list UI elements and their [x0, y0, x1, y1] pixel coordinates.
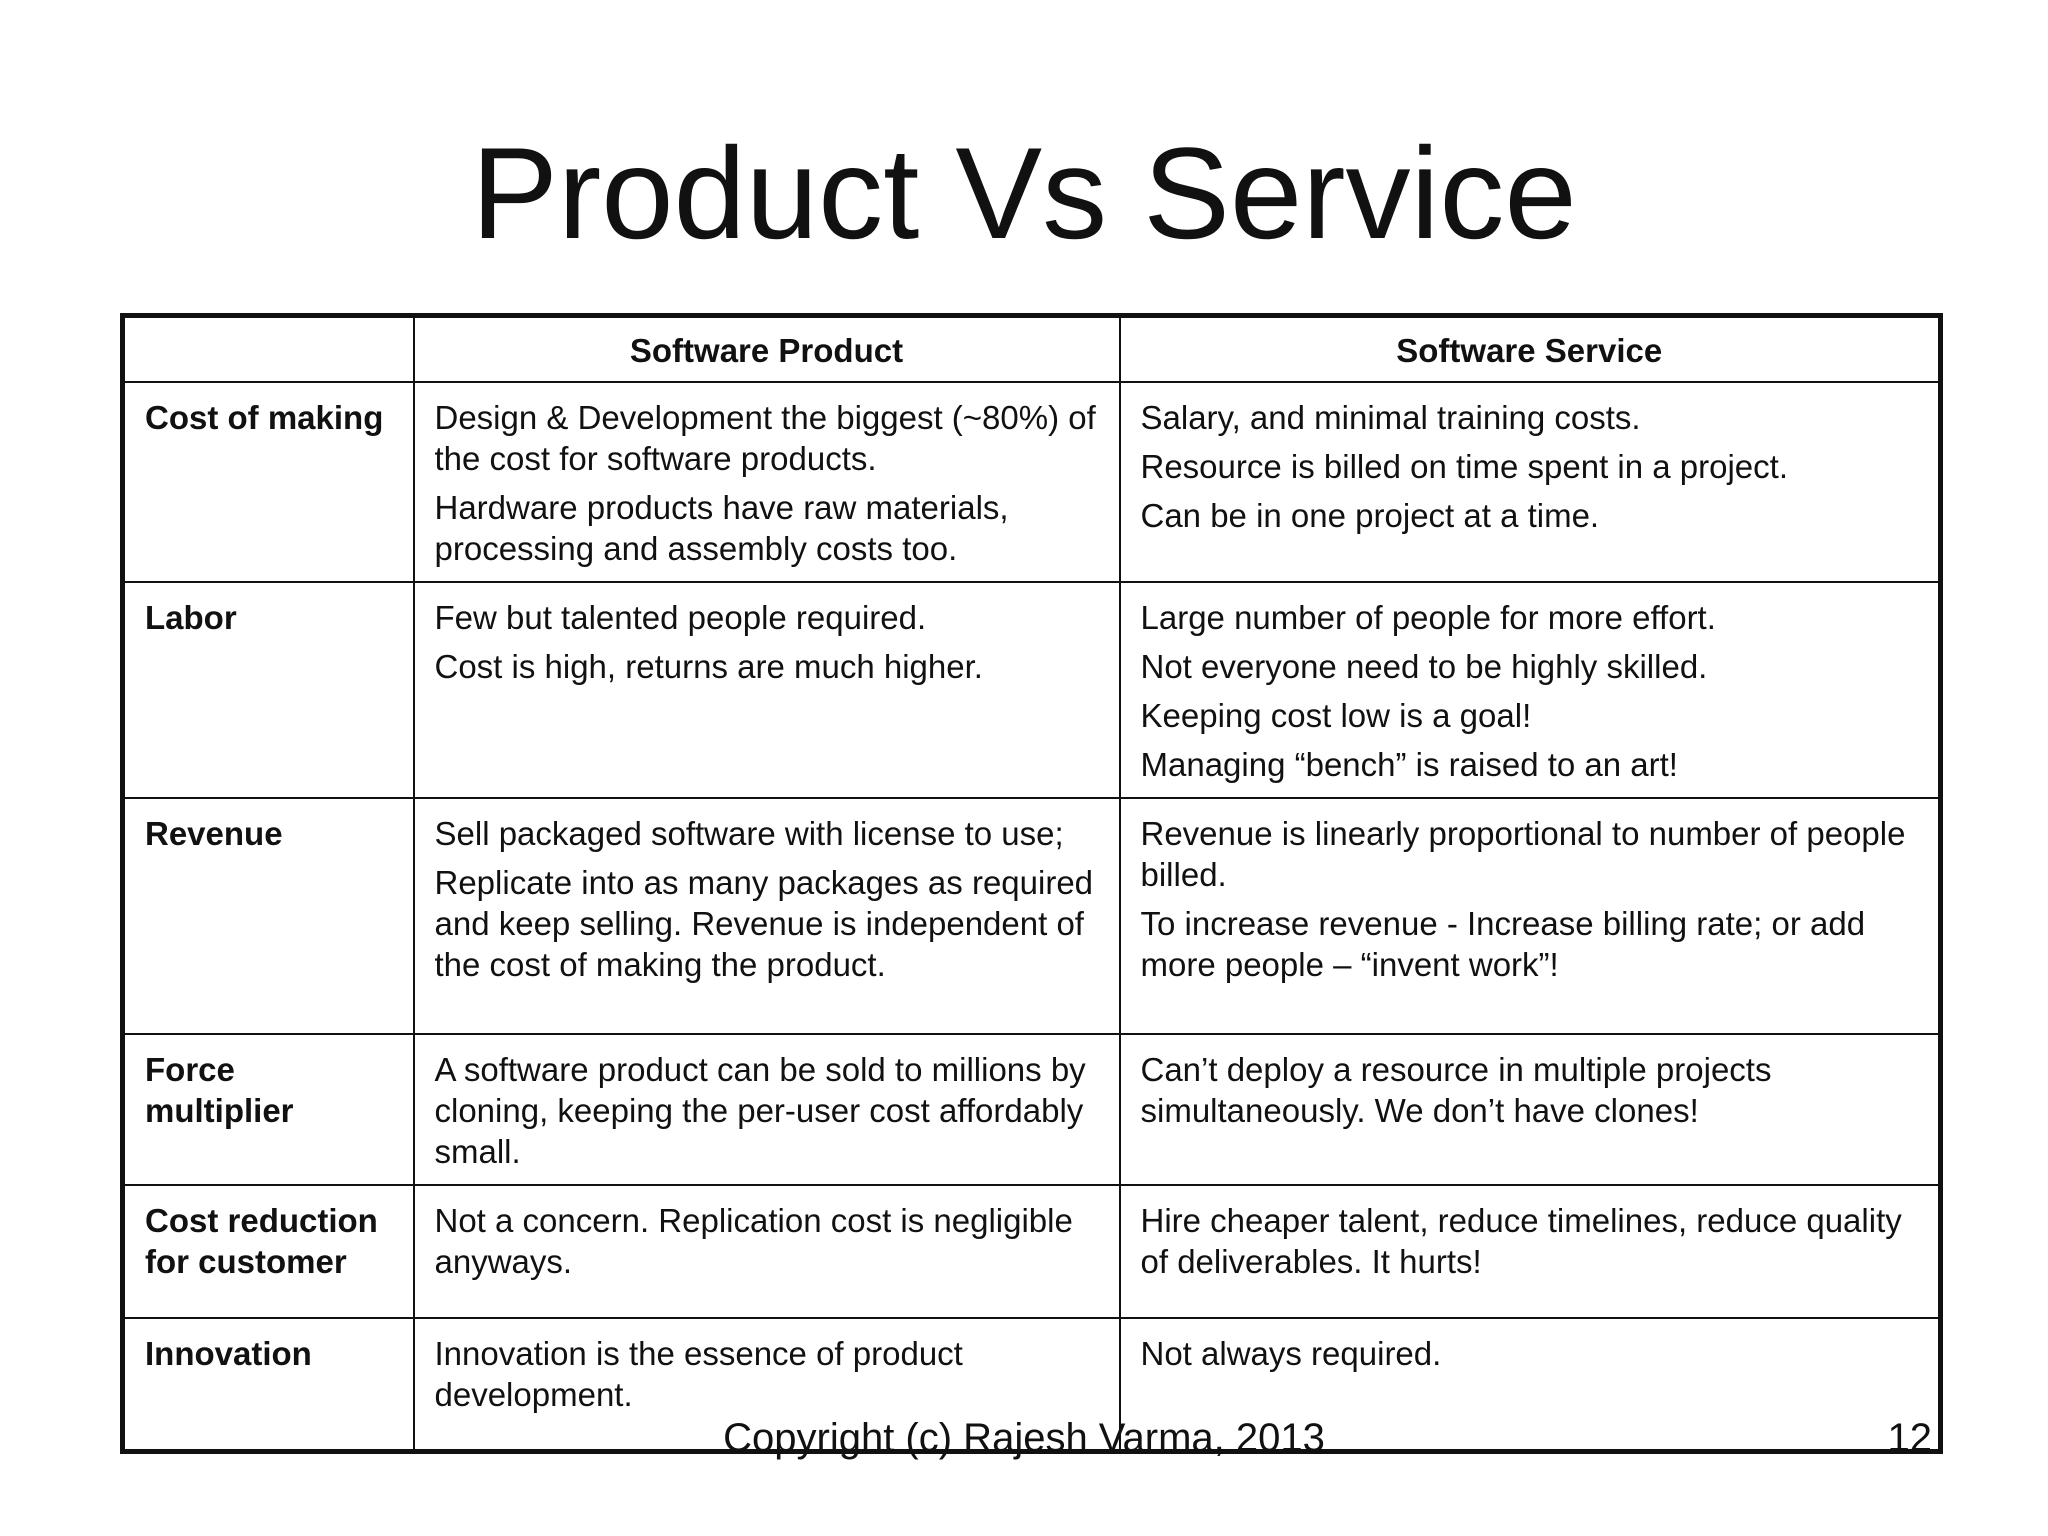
service-cell: Can’t deploy a resource in multiple proj…: [1118, 1033, 1942, 1186]
cell-text: Innovation is the essence of product dev…: [434, 1335, 963, 1413]
table-row: Revenue Sell packaged software with lice…: [121, 797, 1942, 1035]
product-cell: A software product can be sold to millio…: [412, 1033, 1121, 1186]
cell-text: Sell packaged software with license to u…: [434, 815, 1064, 852]
cell-text: Not everyone need to be highly skilled.: [1140, 648, 1708, 685]
product-cell: Innovation is the essence of product dev…: [412, 1317, 1121, 1452]
header-software-service: Software Service: [1118, 314, 1942, 383]
table-row: Cost reduction for customer Not a concer…: [121, 1184, 1942, 1319]
row-label: Innovation: [121, 1317, 415, 1452]
cell-text: Salary, and minimal training costs.: [1140, 399, 1641, 436]
comparison-table: Software Product Software Service Cost o…: [120, 313, 1943, 1454]
table-row: Innovation Innovation is the essence of …: [121, 1317, 1942, 1452]
cell-text: Hardware products have raw materials, pr…: [434, 489, 1009, 567]
row-label: Cost of making: [121, 381, 415, 583]
product-cell: Design & Development the biggest (~80%) …: [412, 381, 1121, 583]
cell-text: Can be in one project at a time.: [1140, 497, 1600, 534]
row-label: Revenue: [121, 797, 415, 1035]
page-number: 12: [1887, 1416, 1933, 1460]
copyright-footer: Copyright (c) Rajesh Varma, 2013: [723, 1416, 1325, 1460]
cell-text: Keeping cost low is a goal!: [1140, 697, 1532, 734]
cell-text: Resource is billed on time spent in a pr…: [1140, 448, 1789, 485]
cell-text: Not always required.: [1140, 1335, 1442, 1372]
cell-text: Large number of people for more effort.: [1140, 599, 1716, 636]
header-software-product: Software Product: [412, 314, 1121, 383]
row-label: Cost reduction for customer: [121, 1184, 415, 1319]
cell-text: A software product can be sold to millio…: [434, 1051, 1086, 1170]
service-cell: Revenue is linearly proportional to numb…: [1118, 797, 1942, 1035]
product-cell: Not a concern. Replication cost is negli…: [412, 1184, 1121, 1319]
cell-text: Replicate into as many packages as requi…: [434, 864, 1094, 983]
table-row: Cost of making Design & Development the …: [121, 381, 1942, 583]
cell-text: Cost is high, returns are much higher.: [434, 648, 983, 685]
cell-text: Managing “bench” is raised to an art!: [1140, 746, 1678, 783]
cell-text: Not a concern. Replication cost is negli…: [434, 1202, 1073, 1280]
cell-text: To increase revenue - Increase billing r…: [1140, 905, 1866, 983]
product-cell: Sell packaged software with license to u…: [412, 797, 1121, 1035]
service-cell: Salary, and minimal training costs. Reso…: [1118, 381, 1942, 583]
header-cell-empty: [121, 314, 415, 383]
row-label: Labor: [121, 581, 415, 799]
cell-text: Hire cheaper talent, reduce timelines, r…: [1140, 1202, 1902, 1280]
service-cell: Large number of people for more effort. …: [1118, 581, 1942, 799]
product-cell: Few but talented people required. Cost i…: [412, 581, 1121, 799]
service-cell: Hire cheaper talent, reduce timelines, r…: [1118, 1184, 1942, 1319]
service-cell: Not always required.: [1118, 1317, 1942, 1452]
cell-text: Design & Development the biggest (~80%) …: [434, 399, 1096, 477]
cell-text: Can’t deploy a resource in multiple proj…: [1140, 1051, 1772, 1129]
row-label: Force multiplier: [121, 1033, 415, 1186]
cell-text: Few but talented people required.: [434, 599, 927, 636]
table-header-row: Software Product Software Service: [121, 314, 1942, 383]
table-row: Labor Few but talented people required. …: [121, 581, 1942, 799]
cell-text: Revenue is linearly proportional to numb…: [1140, 815, 1906, 893]
table-row: Force multiplier A software product can …: [121, 1033, 1942, 1186]
slide-title: Product Vs Service: [471, 120, 1577, 266]
